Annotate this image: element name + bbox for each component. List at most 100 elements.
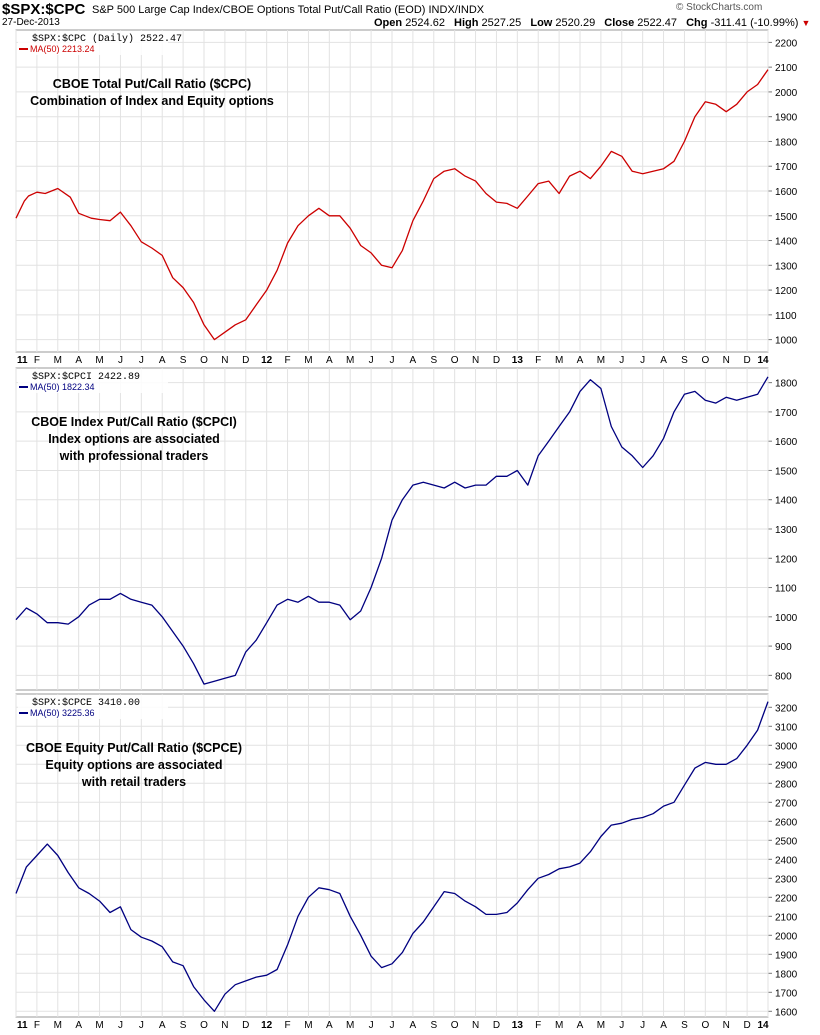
x-tick-label: J	[118, 1020, 123, 1031]
legend-box	[18, 695, 168, 719]
y-tick-label: 2000	[775, 931, 798, 942]
y-tick-label: 2800	[775, 779, 798, 790]
x-tick-label: J	[390, 355, 395, 366]
x-tick-label: S	[681, 1020, 688, 1031]
brand-label: © StockCharts.com	[676, 2, 763, 13]
x-tick-label: M	[346, 355, 354, 366]
y-tick-label: 900	[775, 642, 792, 653]
y-tick-label: 2300	[775, 874, 798, 885]
chart-description: S&P 500 Large Cap Index/CBOE Options Tot…	[92, 4, 484, 16]
chart-symbol: $SPX:$CPC	[2, 1, 86, 18]
y-tick-label: 2100	[775, 63, 798, 74]
y-tick-label: 1500	[775, 212, 798, 223]
annotation-line: Combination of Index and Equity options	[30, 94, 274, 108]
x-tick-label: O	[200, 355, 208, 366]
x-tick-label: 11	[17, 1020, 28, 1031]
x-tick-label: A	[75, 1020, 82, 1031]
annotation-line: CBOE Total Put/Call Ratio ($CPC)	[53, 77, 251, 91]
y-tick-label: 1200	[775, 286, 798, 297]
x-tick-label: M	[555, 355, 563, 366]
y-tick-label: 2100	[775, 912, 798, 923]
x-tick-label: F	[535, 355, 541, 366]
x-tick-label: M	[304, 355, 312, 366]
x-tick-label: 13	[512, 355, 524, 366]
x-tick-label: J	[369, 355, 374, 366]
y-tick-label: 1600	[775, 1007, 798, 1018]
x-tick-label: J	[118, 355, 123, 366]
symbol-description: S&P 500 Large Cap Index/CBOE Options Tot…	[92, 4, 426, 16]
x-tick-label: S	[180, 355, 187, 366]
x-tick-label: S	[681, 355, 688, 366]
x-tick-label: A	[577, 355, 584, 366]
x-tick-label: J	[619, 355, 624, 366]
annotation-line: CBOE Equity Put/Call Ratio ($CPCE)	[26, 741, 242, 755]
x-tick-label: F	[535, 1020, 541, 1031]
x-tick-label: M	[95, 355, 103, 366]
x-tick-label: 11	[17, 355, 28, 366]
x-tick-label: A	[410, 355, 417, 366]
annotation-line: Equity options are associated	[45, 758, 222, 772]
ohlc-readout: Open 2524.62 High 2527.25 Low 2520.29 Cl…	[374, 17, 810, 29]
series-line	[15, 701, 769, 1012]
x-tick-label: 12	[261, 355, 273, 366]
x-tick-label: J	[390, 1020, 395, 1031]
legend-symbol: $SPX:$CPCI 2422.89	[32, 371, 140, 383]
x-tick-label: O	[701, 355, 709, 366]
y-tick-label: 1700	[775, 162, 798, 173]
x-tick-label: N	[472, 1020, 479, 1031]
y-tick-label: 2200	[775, 893, 798, 904]
x-tick-label: F	[34, 355, 40, 366]
annotation-line: with professional traders	[59, 449, 209, 463]
x-tick-label: J	[139, 355, 144, 366]
y-tick-label: 1500	[775, 466, 798, 477]
x-tick-label: S	[180, 1020, 187, 1031]
x-tick-label: D	[242, 355, 249, 366]
high-label: High	[454, 17, 479, 29]
x-tick-label: F	[285, 1020, 291, 1031]
y-tick-label: 2400	[775, 855, 798, 866]
x-tick-label: N	[723, 1020, 730, 1031]
y-tick-label: 1800	[775, 379, 798, 390]
high-value: 2527.25	[481, 17, 522, 29]
legend-ma: MA(50) 1822.34	[30, 382, 95, 392]
y-tick-label: 1800	[775, 969, 798, 980]
x-tick-label: A	[660, 1020, 667, 1031]
x-tick-label: M	[54, 355, 62, 366]
close-value: 2522.47	[637, 17, 678, 29]
x-tick-label: A	[159, 1020, 166, 1031]
change-label: Chg	[686, 17, 708, 29]
x-tick-label: J	[369, 1020, 374, 1031]
x-tick-label: 14	[757, 1020, 769, 1031]
x-tick-label: F	[285, 355, 291, 366]
x-tick-label: F	[34, 1020, 40, 1031]
y-tick-label: 1400	[775, 496, 798, 507]
x-tick-label: M	[304, 1020, 312, 1031]
x-tick-label: M	[54, 1020, 62, 1031]
y-tick-label: 1300	[775, 261, 798, 272]
x-tick-label: N	[221, 355, 228, 366]
y-tick-label: 2700	[775, 798, 798, 809]
x-tick-label: A	[326, 355, 333, 366]
y-tick-label: 1000	[775, 336, 798, 347]
close-label: Close	[604, 17, 635, 29]
y-tick-label: 1800	[775, 137, 798, 148]
y-tick-label: 1600	[775, 437, 798, 448]
y-tick-label: 1900	[775, 113, 798, 124]
x-tick-label: M	[597, 355, 605, 366]
y-tick-label: 1600	[775, 187, 798, 198]
y-tick-label: 1000	[775, 613, 798, 624]
x-tick-label: O	[200, 1020, 208, 1031]
y-tick-label: 1700	[775, 988, 798, 999]
x-tick-label: J	[640, 355, 645, 366]
x-tick-label: O	[701, 1020, 709, 1031]
exchange-label: INDX/INDX	[428, 4, 485, 16]
annotation-line: Index options are associated	[48, 432, 220, 446]
x-tick-label: O	[451, 1020, 459, 1031]
x-tick-label: J	[640, 1020, 645, 1031]
legend-ma: MA(50) 3225.36	[30, 708, 95, 718]
x-tick-label: J	[139, 1020, 144, 1031]
y-tick-label: 2000	[775, 88, 798, 99]
y-tick-label: 2200	[775, 38, 798, 49]
